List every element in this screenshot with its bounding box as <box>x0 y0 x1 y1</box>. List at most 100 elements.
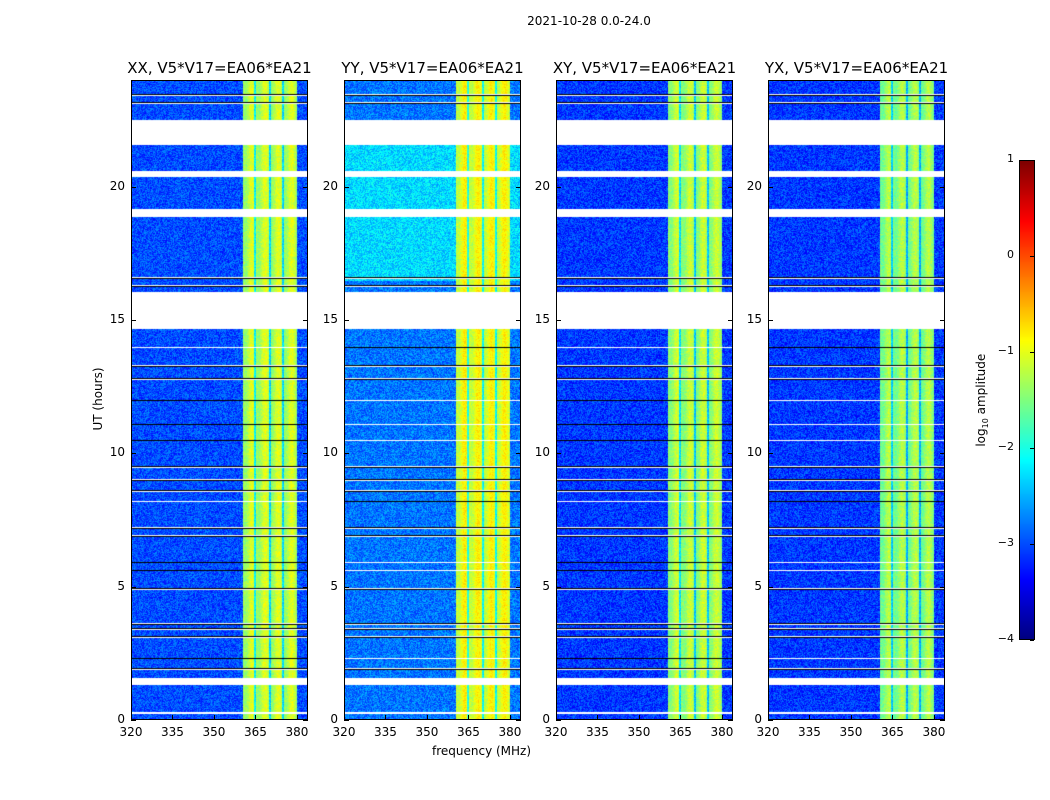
colorbar-tick-label: 0 <box>1007 248 1014 261</box>
x-tick-label: 335 <box>374 725 397 739</box>
y-tick-label: 5 <box>117 578 125 593</box>
waterfall-panel <box>556 80 733 720</box>
y-tick-label: 20 <box>322 178 338 193</box>
y-tick <box>940 320 945 321</box>
y-tick-label: 15 <box>534 312 550 326</box>
x-tick-label: 335 <box>161 725 184 739</box>
y-tick <box>556 320 561 321</box>
x-tick-label: 335 <box>586 725 609 739</box>
x-tick <box>680 715 682 720</box>
x-tick-label: 350 <box>839 725 863 739</box>
y-tick <box>516 453 521 455</box>
y-tick-label: 15 <box>109 312 125 326</box>
y-tick-label: 15 <box>746 312 762 326</box>
y-tick <box>344 720 349 721</box>
y-tick <box>728 720 733 721</box>
y-axis-label: UT (hours) <box>91 367 105 431</box>
cbar-label-rest: amplitude <box>973 353 988 419</box>
x-tick <box>556 715 557 720</box>
x-tick <box>597 715 599 720</box>
x-tick <box>892 715 894 720</box>
x-tick <box>131 715 132 720</box>
x-tick <box>638 715 640 720</box>
y-tick-label: 0 <box>754 712 762 726</box>
x-tick-label: 350 <box>202 725 226 739</box>
x-tick <box>850 715 852 720</box>
y-tick <box>768 320 773 321</box>
x-tick-label: 350 <box>627 725 651 739</box>
y-tick <box>516 720 521 721</box>
colorbar-tick-label: −1 <box>997 344 1014 357</box>
y-tick-label: 15 <box>322 312 338 326</box>
y-tick <box>940 186 945 188</box>
y-tick <box>303 720 308 721</box>
y-tick <box>303 453 308 455</box>
colorbar <box>1019 160 1035 640</box>
x-tick <box>809 715 811 720</box>
y-tick <box>344 186 349 188</box>
colorbar-tick <box>1030 352 1034 353</box>
colorbar-tick <box>1030 640 1034 641</box>
x-tick <box>344 715 345 720</box>
x-tick <box>768 715 769 720</box>
x-tick <box>213 715 215 720</box>
x-tick-label: 380 <box>922 725 946 739</box>
y-tick <box>728 453 733 455</box>
panel-title: XY, V5*V17=EA06*EA21 <box>552 59 737 77</box>
y-tick <box>728 586 733 588</box>
panel-title: YX, V5*V17=EA06*EA21 <box>764 59 949 77</box>
y-tick-label: 5 <box>754 578 762 593</box>
x-tick <box>426 715 428 720</box>
panel-title: YY, V5*V17=EA06*EA21 <box>341 59 524 77</box>
x-axis-label: frequency (MHz) <box>432 744 532 758</box>
x-tick <box>296 715 298 720</box>
heatmap-image <box>132 81 307 719</box>
y-tick <box>768 453 773 455</box>
x-tick-label: 365 <box>881 725 904 739</box>
x-tick-label: 320 <box>332 725 356 739</box>
y-tick <box>516 186 521 188</box>
x-tick <box>721 715 723 720</box>
y-tick-label: 5 <box>542 578 550 593</box>
y-tick <box>940 720 945 721</box>
x-tick-label: 335 <box>798 725 821 739</box>
y-tick <box>131 453 136 455</box>
y-tick <box>131 186 136 188</box>
x-tick-label: 350 <box>415 725 439 739</box>
panel-title: XX, V5*V17=EA06*EA21 <box>127 59 312 77</box>
colorbar-tick-label: −3 <box>997 536 1014 549</box>
colorbar-tick <box>1030 448 1034 449</box>
x-tick <box>509 715 511 720</box>
colorbar-tick-label: −4 <box>997 632 1014 645</box>
heatmap-image <box>557 81 732 719</box>
y-tick-label: 10 <box>109 445 125 460</box>
y-tick <box>556 186 561 188</box>
y-tick <box>303 186 308 188</box>
y-tick <box>940 453 945 455</box>
y-tick-label: 20 <box>109 178 125 193</box>
colorbar-tick <box>1030 160 1034 161</box>
y-tick <box>516 320 521 321</box>
x-tick-label: 320 <box>119 725 143 739</box>
y-tick <box>556 720 561 721</box>
y-tick <box>344 453 349 455</box>
x-tick-label: 320 <box>756 725 780 739</box>
x-tick <box>468 715 470 720</box>
x-tick-label: 320 <box>544 725 568 739</box>
y-tick <box>556 586 561 588</box>
y-tick <box>940 586 945 588</box>
y-tick <box>131 720 136 721</box>
heatmap-image <box>769 81 944 719</box>
x-tick-label: 380 <box>498 725 522 739</box>
y-tick <box>728 186 733 188</box>
y-tick <box>344 586 349 588</box>
x-tick-label: 365 <box>244 725 267 739</box>
y-tick <box>556 453 561 455</box>
y-tick-label: 0 <box>330 712 338 726</box>
cbar-label-log: log <box>973 428 988 447</box>
x-tick <box>255 715 257 720</box>
y-tick <box>303 320 308 321</box>
y-tick <box>728 320 733 321</box>
y-tick-label: 10 <box>534 445 550 460</box>
